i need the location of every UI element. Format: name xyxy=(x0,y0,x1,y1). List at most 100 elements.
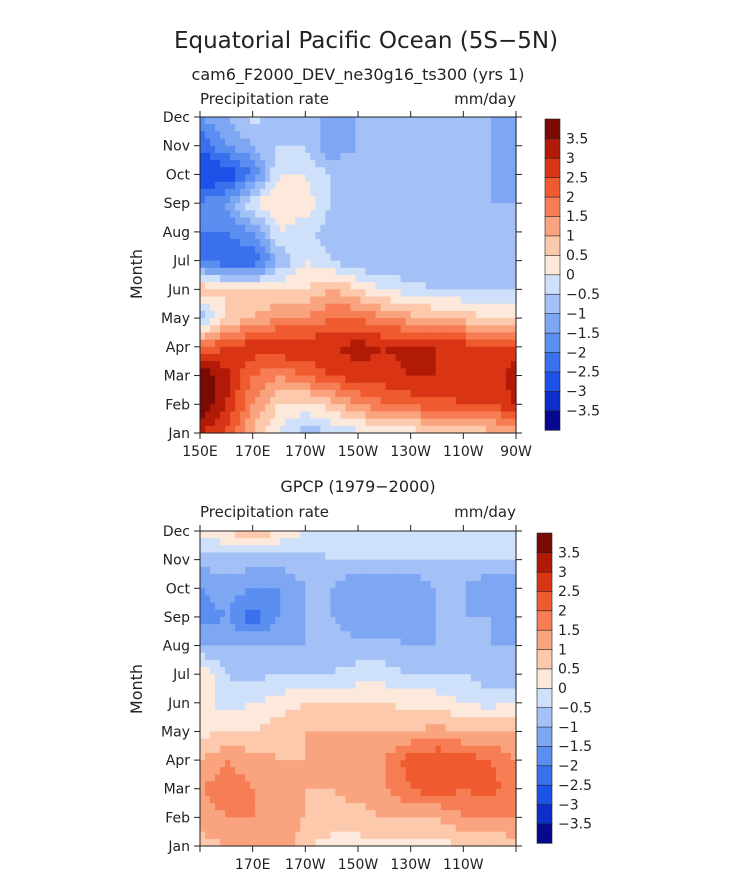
model-heat-cell xyxy=(475,239,482,247)
model-heat-cell xyxy=(215,145,221,154)
gpcp-heat-cell xyxy=(275,573,281,582)
model-heat-cell xyxy=(305,354,311,362)
model-heat-cell xyxy=(270,203,276,211)
gpcp-heat-cell xyxy=(445,731,452,740)
gpcp-heat-cell xyxy=(265,545,271,554)
model-heat-cell xyxy=(365,231,372,240)
model-heat-cell xyxy=(455,160,462,168)
model-heat-cell xyxy=(260,160,266,168)
model-heat-cell xyxy=(310,231,316,240)
gpcp-heat-cell xyxy=(345,724,352,733)
gpcp-heat-cell xyxy=(440,602,447,611)
gpcp-heat-cell xyxy=(210,688,216,697)
model-heat-cell xyxy=(385,246,392,255)
model-heat-cell xyxy=(420,282,427,290)
model-heat-cell xyxy=(300,375,306,384)
gpcp-heat-cell xyxy=(435,638,442,647)
gpcp-heat-cell xyxy=(200,738,206,747)
gpcp-heat-cell xyxy=(430,595,437,604)
model-heat-cell xyxy=(480,174,487,183)
model-heat-cell xyxy=(385,196,392,204)
model-heat-cell xyxy=(230,152,236,161)
gpcp-heat-cell xyxy=(330,688,337,697)
model-heat-cell xyxy=(495,310,502,319)
gpcp-heat-cell xyxy=(245,760,251,768)
model-heat-cell xyxy=(440,188,447,197)
model-heat-cell xyxy=(455,354,462,362)
gpcp-heat-cell xyxy=(305,738,311,747)
model-heat-cell xyxy=(305,289,311,298)
model-heat-cell xyxy=(350,145,357,154)
model-heat-cell xyxy=(235,181,241,190)
gpcp-heat-cell xyxy=(395,674,402,682)
gpcp-heat-cell xyxy=(280,616,286,625)
model-heat-cell xyxy=(420,346,427,355)
model-heat-cell xyxy=(245,174,251,183)
model-heat-cell xyxy=(445,375,452,384)
model-heat-cell xyxy=(295,339,301,348)
model-heat-cell xyxy=(460,310,467,319)
model-heat-cell xyxy=(455,425,462,434)
model-heat-cell xyxy=(385,418,392,427)
model-heat-cell xyxy=(285,296,291,305)
gpcp-heat-cell xyxy=(375,760,382,768)
gpcp-heat-cell xyxy=(410,674,417,682)
model-heat-cell xyxy=(310,361,316,369)
model-heat-cell xyxy=(355,174,362,183)
model-heat-cell xyxy=(365,382,372,391)
model-heat-cell xyxy=(465,289,472,298)
gpcp-heat-cell xyxy=(280,538,286,546)
gpcp-heat-cell xyxy=(210,709,216,718)
model-heat-cell xyxy=(455,418,462,427)
model-heat-cell xyxy=(460,203,467,211)
model-heat-cell xyxy=(290,389,296,398)
model-heat-cell xyxy=(265,152,271,161)
gpcp-heat-cell xyxy=(400,552,407,561)
model-heat-cell xyxy=(280,332,286,341)
model-heat-cell xyxy=(470,404,477,413)
model-heat-cell xyxy=(460,303,467,312)
model-heat-cell xyxy=(245,160,251,168)
model-heat-cell xyxy=(335,210,342,219)
gpcp-heat-cell xyxy=(290,674,296,682)
gpcp-heat-cell xyxy=(510,731,517,740)
model-heat-cell xyxy=(235,196,241,204)
gpcp-heat-cell xyxy=(375,552,382,561)
model-heat-cell xyxy=(250,375,256,384)
model-heat-cell xyxy=(405,296,412,305)
gpcp-heat-cell xyxy=(380,745,387,754)
model-heat-cell xyxy=(335,318,342,326)
gpcp-heat-cell xyxy=(420,760,427,768)
gpcp-heat-cell xyxy=(435,738,442,747)
gpcp-heat-cell xyxy=(395,681,402,690)
gpcp-heat-cell xyxy=(355,631,362,639)
gpcp-heat-cell xyxy=(205,752,211,761)
model-heat-cell xyxy=(425,310,432,319)
gpcp-heat-cell xyxy=(300,581,306,589)
gpcp-heat-cell xyxy=(475,631,482,639)
model-heat-cell xyxy=(355,411,362,420)
gpcp-heat-cell xyxy=(380,681,387,690)
gpcp-heat-cell xyxy=(410,760,417,768)
gpcp-heat-cell xyxy=(425,602,432,611)
gpcp-heat-cell xyxy=(375,652,382,661)
model-heat-cell xyxy=(320,310,326,319)
gpcp-heat-cell xyxy=(425,552,432,561)
gpcp-heat-cell xyxy=(255,545,261,554)
model-heat-cell xyxy=(460,418,467,427)
gpcp-heat-cell xyxy=(250,659,256,668)
gpcp-heat-cell xyxy=(240,738,246,747)
gpcp-heat-cell xyxy=(325,745,332,754)
model-heat-cell xyxy=(310,397,316,405)
model-heat-cell xyxy=(365,397,372,405)
model-heat-cell xyxy=(270,231,276,240)
gpcp-heat-cell xyxy=(495,638,502,647)
gpcp-heat-cell xyxy=(215,645,221,654)
model-heat-cell xyxy=(415,196,422,204)
model-heat-cell xyxy=(390,296,397,305)
gpcp-heat-cell xyxy=(330,709,337,718)
gpcp-heat-cell xyxy=(405,760,412,768)
gpcp-heat-cell xyxy=(230,624,236,632)
gpcp-heat-cell xyxy=(210,581,216,589)
model-heat-cell xyxy=(455,246,462,255)
